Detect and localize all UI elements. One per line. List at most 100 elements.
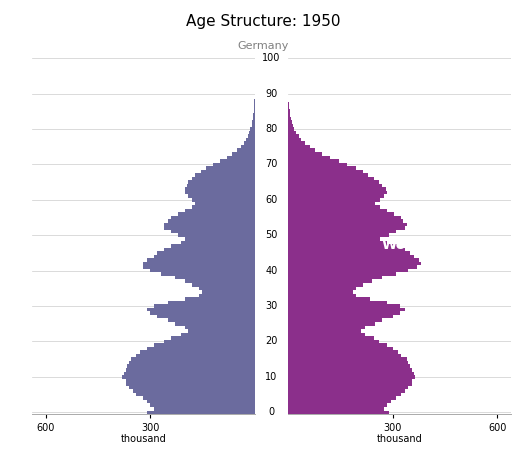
- Bar: [288, 184, 382, 187]
- Bar: [288, 177, 374, 180]
- Bar: [288, 226, 405, 230]
- Bar: [157, 251, 255, 255]
- Bar: [288, 233, 389, 237]
- Bar: [129, 361, 255, 364]
- Bar: [189, 329, 255, 333]
- Bar: [288, 194, 384, 198]
- Bar: [157, 315, 255, 318]
- Bar: [178, 212, 255, 216]
- Bar: [288, 205, 380, 209]
- Bar: [288, 283, 363, 287]
- Bar: [288, 148, 315, 152]
- Bar: [164, 226, 255, 230]
- Text: 0: 0: [268, 407, 275, 417]
- Bar: [288, 350, 398, 354]
- Bar: [181, 333, 255, 336]
- Bar: [288, 287, 356, 290]
- Bar: [288, 106, 289, 110]
- Bar: [206, 166, 255, 170]
- Bar: [288, 142, 305, 145]
- Text: 60: 60: [265, 195, 278, 205]
- Bar: [288, 223, 407, 226]
- Bar: [252, 120, 255, 124]
- Bar: [253, 116, 255, 120]
- Bar: [171, 244, 255, 248]
- Bar: [288, 386, 408, 389]
- Bar: [199, 293, 255, 297]
- Bar: [126, 368, 255, 372]
- Bar: [288, 279, 372, 283]
- Bar: [192, 177, 255, 180]
- Bar: [168, 219, 255, 223]
- Bar: [199, 287, 255, 290]
- Bar: [288, 120, 291, 124]
- Bar: [288, 248, 405, 251]
- Bar: [288, 290, 353, 293]
- Bar: [171, 336, 255, 340]
- Bar: [201, 170, 255, 173]
- Bar: [288, 173, 368, 177]
- Text: 80: 80: [265, 124, 278, 134]
- Bar: [288, 156, 330, 159]
- Bar: [196, 202, 255, 205]
- Bar: [147, 410, 255, 414]
- Bar: [288, 269, 408, 273]
- Bar: [192, 198, 255, 202]
- Bar: [126, 379, 255, 382]
- Bar: [288, 127, 294, 131]
- Bar: [161, 273, 255, 276]
- Bar: [288, 244, 398, 248]
- Bar: [288, 364, 410, 368]
- Bar: [143, 396, 255, 400]
- Bar: [288, 336, 374, 340]
- Bar: [288, 202, 375, 205]
- Text: Germany: Germany: [238, 41, 289, 51]
- Bar: [147, 258, 255, 262]
- X-axis label: thousand: thousand: [377, 435, 423, 445]
- Bar: [253, 113, 255, 116]
- Bar: [237, 148, 255, 152]
- Bar: [288, 322, 375, 325]
- Bar: [288, 311, 399, 315]
- Text: 100: 100: [262, 53, 280, 63]
- Bar: [288, 145, 310, 148]
- Bar: [147, 308, 255, 311]
- Bar: [288, 131, 296, 134]
- Bar: [164, 340, 255, 343]
- Bar: [164, 248, 255, 251]
- Bar: [288, 333, 365, 336]
- Bar: [168, 318, 255, 322]
- Bar: [288, 343, 387, 347]
- Text: 50: 50: [265, 230, 278, 240]
- Bar: [185, 187, 255, 191]
- Bar: [150, 404, 255, 407]
- Bar: [140, 350, 255, 354]
- Bar: [192, 205, 255, 209]
- Bar: [288, 152, 323, 156]
- Text: 70: 70: [265, 159, 278, 169]
- Bar: [288, 187, 386, 191]
- Bar: [129, 386, 255, 389]
- Bar: [253, 110, 255, 113]
- Bar: [288, 318, 382, 322]
- Bar: [249, 131, 255, 134]
- Bar: [288, 116, 290, 120]
- Bar: [185, 325, 255, 329]
- Text: Women: Women: [382, 238, 440, 252]
- Bar: [288, 301, 387, 304]
- Bar: [288, 230, 396, 233]
- Text: Age Structure: 1950: Age Structure: 1950: [186, 14, 341, 29]
- Bar: [185, 191, 255, 194]
- Bar: [288, 138, 301, 142]
- Bar: [153, 343, 255, 347]
- Bar: [213, 162, 255, 166]
- Bar: [288, 293, 356, 297]
- Bar: [168, 301, 255, 304]
- Text: 40: 40: [265, 266, 278, 276]
- Bar: [288, 255, 414, 258]
- Text: 90: 90: [265, 89, 278, 99]
- Bar: [288, 315, 393, 318]
- Bar: [250, 127, 255, 131]
- Bar: [181, 241, 255, 244]
- Bar: [153, 255, 255, 258]
